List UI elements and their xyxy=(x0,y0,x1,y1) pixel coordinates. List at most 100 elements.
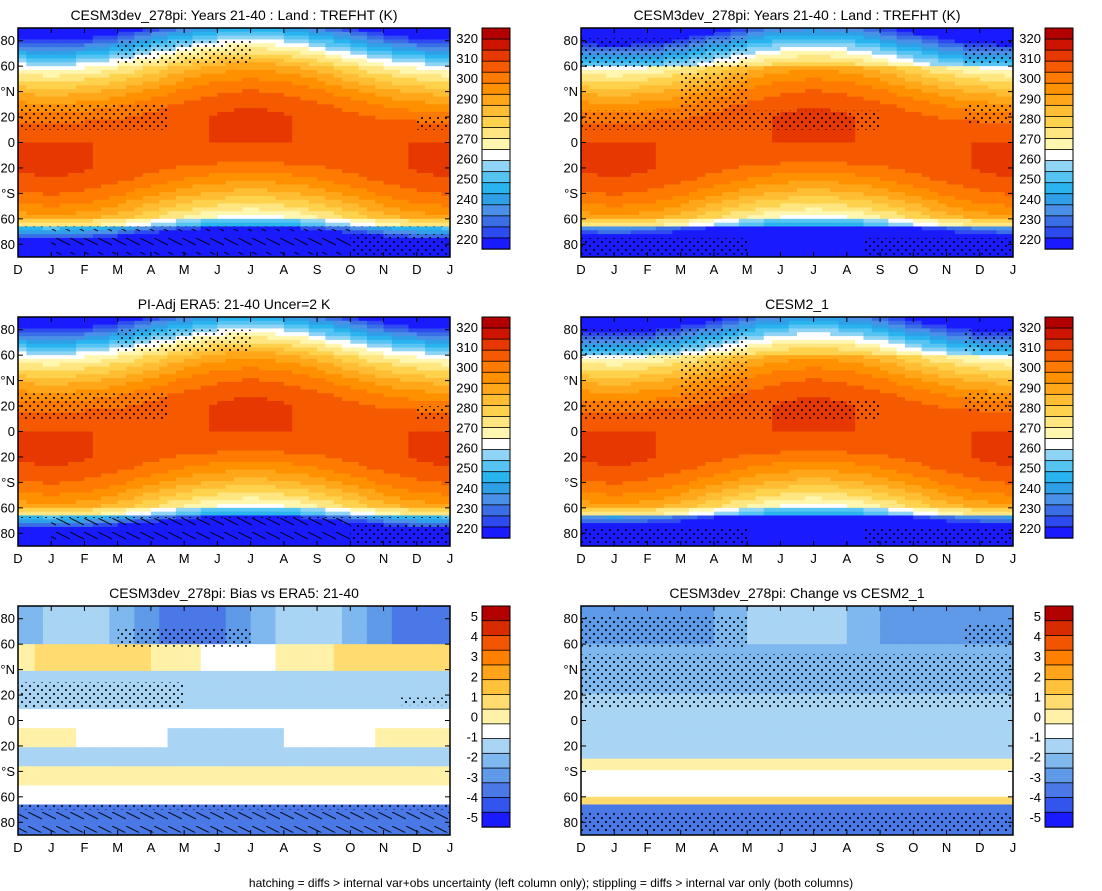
heatmap-cell xyxy=(375,47,384,52)
heatmap-cell xyxy=(880,73,889,79)
heatmap-cell xyxy=(200,62,210,67)
heatmap-cell xyxy=(200,131,210,136)
heatmap-cell xyxy=(250,207,260,212)
heatmap-cell xyxy=(622,28,632,33)
heatmap-cell xyxy=(855,66,864,71)
heatmap-cell xyxy=(589,31,599,37)
heatmap-cell xyxy=(391,150,401,155)
heatmap-cell xyxy=(59,69,69,75)
heatmap-cell xyxy=(391,77,401,82)
heatmap-cell xyxy=(300,28,310,33)
heatmap-cell xyxy=(117,153,127,159)
heatmap-cell xyxy=(747,134,756,140)
heatmap-cell xyxy=(697,131,707,136)
heatmap-cell xyxy=(605,73,615,79)
heatmap-cell xyxy=(142,173,152,178)
heatmap-cell xyxy=(589,142,599,147)
heatmap-cell xyxy=(988,150,997,155)
heatmap-cell xyxy=(325,207,335,212)
heatmap-cell xyxy=(589,100,599,105)
heatmap-cell xyxy=(1004,66,1014,71)
heatmap-cell xyxy=(400,195,409,201)
heatmap-cell xyxy=(317,165,326,170)
heatmap-cell xyxy=(142,218,152,224)
heatmap-cell xyxy=(67,165,77,170)
heatmap-cell xyxy=(26,35,36,40)
heatmap-cell xyxy=(400,69,409,75)
heatmap-cell xyxy=(34,241,44,246)
heatmap-cell xyxy=(375,161,384,166)
heatmap-cell xyxy=(26,39,36,44)
heatmap-cell xyxy=(67,92,77,98)
heatmap-cell xyxy=(805,81,815,86)
heatmap-cell xyxy=(292,47,301,52)
heatmap-cell xyxy=(913,96,923,101)
heatmap-cell xyxy=(234,73,243,79)
heatmap-cell xyxy=(416,161,426,166)
heatmap-cell xyxy=(142,92,152,98)
heatmap-cell xyxy=(755,31,765,37)
heatmap-cell xyxy=(383,195,393,201)
heatmap-cell xyxy=(150,89,160,94)
heatmap-cell xyxy=(117,150,127,155)
heatmap-cell xyxy=(408,96,418,101)
heatmap-cell xyxy=(308,50,318,56)
heatmap-cell xyxy=(838,35,848,40)
heatmap-cell xyxy=(400,218,409,224)
heatmap-cell xyxy=(34,161,44,166)
heatmap-cell xyxy=(342,119,351,124)
heatmap-cell xyxy=(275,92,285,98)
heatmap-cell xyxy=(267,31,276,37)
heatmap-cell xyxy=(258,50,268,56)
heatmap-cell xyxy=(325,28,335,33)
heatmap-cell xyxy=(813,62,823,67)
heatmap-cell xyxy=(433,203,443,208)
heatmap-cell xyxy=(391,165,401,170)
heatmap-cell xyxy=(971,85,981,90)
heatmap-cell xyxy=(250,43,260,48)
heatmap-cell xyxy=(317,31,326,37)
heatmap-cell xyxy=(905,134,914,140)
heatmap-cell xyxy=(871,69,881,75)
heatmap-cell xyxy=(888,89,898,94)
x-tick-label: F xyxy=(80,262,88,277)
heatmap-cell xyxy=(821,153,831,159)
heatmap-cell xyxy=(317,92,326,98)
heatmap-cell xyxy=(350,180,360,185)
heatmap-cell xyxy=(325,54,335,59)
heatmap-cell xyxy=(51,47,60,52)
heatmap-cell xyxy=(342,81,351,86)
heatmap-cell xyxy=(425,134,434,140)
heatmap-cell xyxy=(905,142,914,147)
heatmap-cell xyxy=(597,35,607,40)
heatmap-cell xyxy=(780,35,790,40)
heatmap-cell xyxy=(134,28,144,33)
heatmap-cell xyxy=(292,218,301,224)
heatmap-cell xyxy=(383,169,393,174)
heatmap-cell xyxy=(101,92,110,98)
heatmap-cell xyxy=(217,81,227,86)
heatmap-cell xyxy=(755,138,765,143)
heatmap-cell xyxy=(317,62,326,67)
heatmap-cell xyxy=(267,192,276,197)
heatmap-cell xyxy=(267,66,276,71)
heatmap-cell xyxy=(234,195,243,201)
heatmap-cell xyxy=(416,184,426,189)
heatmap-cell xyxy=(639,31,648,37)
heatmap-cell xyxy=(855,100,864,105)
heatmap-cell xyxy=(192,62,202,67)
heatmap-cell xyxy=(175,180,185,185)
heatmap-cell xyxy=(946,104,956,109)
heatmap-cell xyxy=(433,66,443,71)
heatmap-cell xyxy=(234,66,243,71)
heatmap-cell xyxy=(234,199,243,204)
heatmap-cell xyxy=(938,100,947,105)
heatmap-cell xyxy=(167,77,177,82)
heatmap-cell xyxy=(192,173,202,178)
heatmap-cell xyxy=(200,157,210,162)
heatmap-cell xyxy=(400,150,409,155)
heatmap-cell xyxy=(209,150,218,155)
heatmap-cell xyxy=(225,195,235,201)
heatmap-cell xyxy=(408,111,418,117)
heatmap-cell xyxy=(938,146,947,151)
